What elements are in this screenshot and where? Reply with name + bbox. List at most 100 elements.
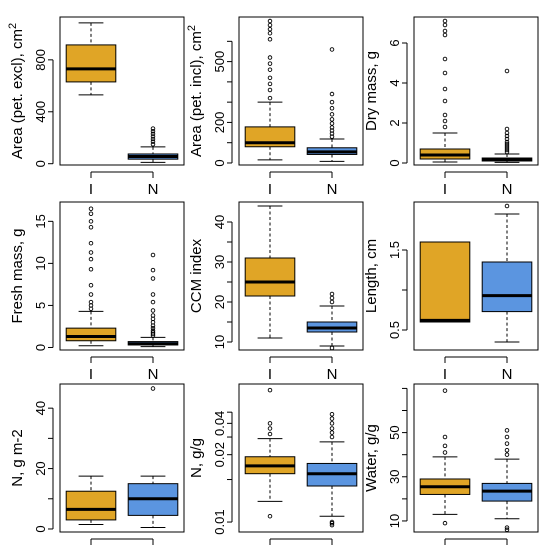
y-tick-label: 30	[212, 255, 227, 269]
outlier-point	[267, 95, 273, 101]
outlier-point	[504, 525, 510, 530]
outlier-point	[442, 32, 448, 38]
box-iqr	[419, 241, 471, 323]
y-tick-label: 2	[387, 119, 402, 126]
outlier-point	[150, 330, 156, 335]
outlier-point	[150, 252, 156, 258]
outlier-point	[442, 520, 448, 526]
outlier-point	[267, 421, 273, 426]
y-tick-label: 0.02	[212, 442, 227, 467]
y-tick-label: 10	[33, 256, 48, 270]
outlier-point	[150, 267, 156, 273]
x-tick-label: N	[148, 548, 159, 550]
outlier-point	[88, 299, 94, 305]
outlier-point	[150, 128, 156, 134]
x-tick-label: I	[443, 181, 447, 198]
box-I	[65, 475, 117, 525]
outlier-point	[267, 75, 273, 81]
outlier-point	[442, 98, 448, 104]
chart-panel-8: 0.01 0.02 0.04 N, g/g I N	[188, 383, 364, 550]
outlier-point	[329, 416, 335, 421]
y-axis-label-text: Area (pet. incl), cm	[188, 31, 205, 157]
plot-frame	[238, 383, 364, 533]
outlier-point	[88, 267, 94, 272]
x-tick-label: I	[89, 366, 93, 383]
outlier-point	[329, 299, 335, 305]
y-tick-label: 0	[33, 525, 48, 532]
outlier-point	[88, 283, 94, 288]
y-tick-label: 0	[33, 344, 48, 351]
plot-frame	[59, 16, 185, 166]
y-axis-label-superscript: 2	[186, 25, 198, 31]
chart-panel-9: 10 30 50 Water, g/g I N	[363, 383, 539, 550]
x-tick-label: I	[89, 548, 93, 550]
outlier-point	[88, 224, 94, 230]
outlier-point	[442, 443, 448, 449]
box-N	[127, 252, 179, 348]
outlier-point	[150, 126, 156, 131]
outlier-point	[150, 325, 156, 331]
outlier-point	[442, 56, 448, 62]
plot-frame	[238, 16, 364, 166]
y-axis-label: Area (pet. excl), cm2	[7, 23, 26, 159]
outlier-point	[329, 125, 335, 130]
y-axis-label: Water, g/g	[363, 424, 380, 492]
y-tick-label: 10	[387, 514, 402, 528]
outlier-point	[442, 124, 448, 130]
y-axis-label: N, g m-2	[9, 429, 26, 487]
y-tick-label: 500	[212, 51, 227, 73]
y-tick-label: 0	[212, 159, 227, 166]
y-tick-label: 1.5	[387, 241, 402, 259]
y-axis-label: Area (pet. incl), cm2	[186, 25, 205, 157]
y-axis-label-text: Area (pet. excl), cm	[9, 29, 26, 159]
outlier-point	[267, 426, 273, 431]
outlier-point	[267, 81, 273, 87]
y-tick-label: 800	[33, 49, 48, 71]
outlier-point	[329, 121, 335, 126]
box-N	[481, 68, 533, 163]
y-axis-label: Dry mass, g	[363, 51, 380, 131]
outlier-point	[267, 37, 273, 42]
outlier-point	[150, 141, 156, 147]
outlier-point	[150, 139, 156, 144]
outlier-point	[442, 112, 448, 118]
outlier-point	[150, 299, 156, 305]
y-tick-label: 40	[33, 401, 48, 415]
outlier-point	[329, 421, 335, 426]
outlier-point	[329, 91, 335, 97]
outlier-point	[150, 276, 156, 281]
outlier-point	[267, 67, 273, 72]
x-tick-label: N	[148, 366, 159, 383]
box-N	[306, 412, 358, 528]
outlier-point	[267, 30, 273, 36]
y-tick-label: 0	[387, 159, 402, 166]
y-tick-label: 5	[33, 302, 48, 309]
outlier-point	[504, 452, 510, 457]
plot-frame	[59, 201, 185, 351]
box-N	[306, 291, 358, 351]
y-tick-label: 200	[212, 112, 227, 134]
outlier-point	[88, 206, 94, 211]
box-I	[65, 206, 117, 347]
outlier-point	[329, 105, 335, 111]
chart-panel-4: 0 5 10 15 Fresh mass, g I N	[9, 201, 185, 383]
x-tick-label: I	[89, 181, 93, 198]
y-tick-label: 40	[212, 215, 227, 229]
y-tick-label: 10	[212, 335, 227, 349]
outlier-point	[329, 345, 335, 351]
box-iqr	[481, 261, 533, 313]
y-tick-label: 50	[387, 425, 402, 439]
outlier-point	[442, 22, 448, 28]
outlier-point	[267, 18, 273, 24]
outlier-point	[329, 426, 335, 431]
outlier-point	[442, 18, 448, 24]
outlier-point	[442, 450, 448, 455]
outlier-point	[504, 141, 510, 147]
outlier-point	[442, 70, 448, 76]
y-tick-label: 20	[212, 295, 227, 309]
x-tick-label: N	[327, 181, 338, 198]
plot-frame	[413, 201, 539, 351]
outlier-point	[442, 28, 448, 34]
box-I	[419, 388, 471, 526]
outlier-point	[329, 522, 335, 528]
